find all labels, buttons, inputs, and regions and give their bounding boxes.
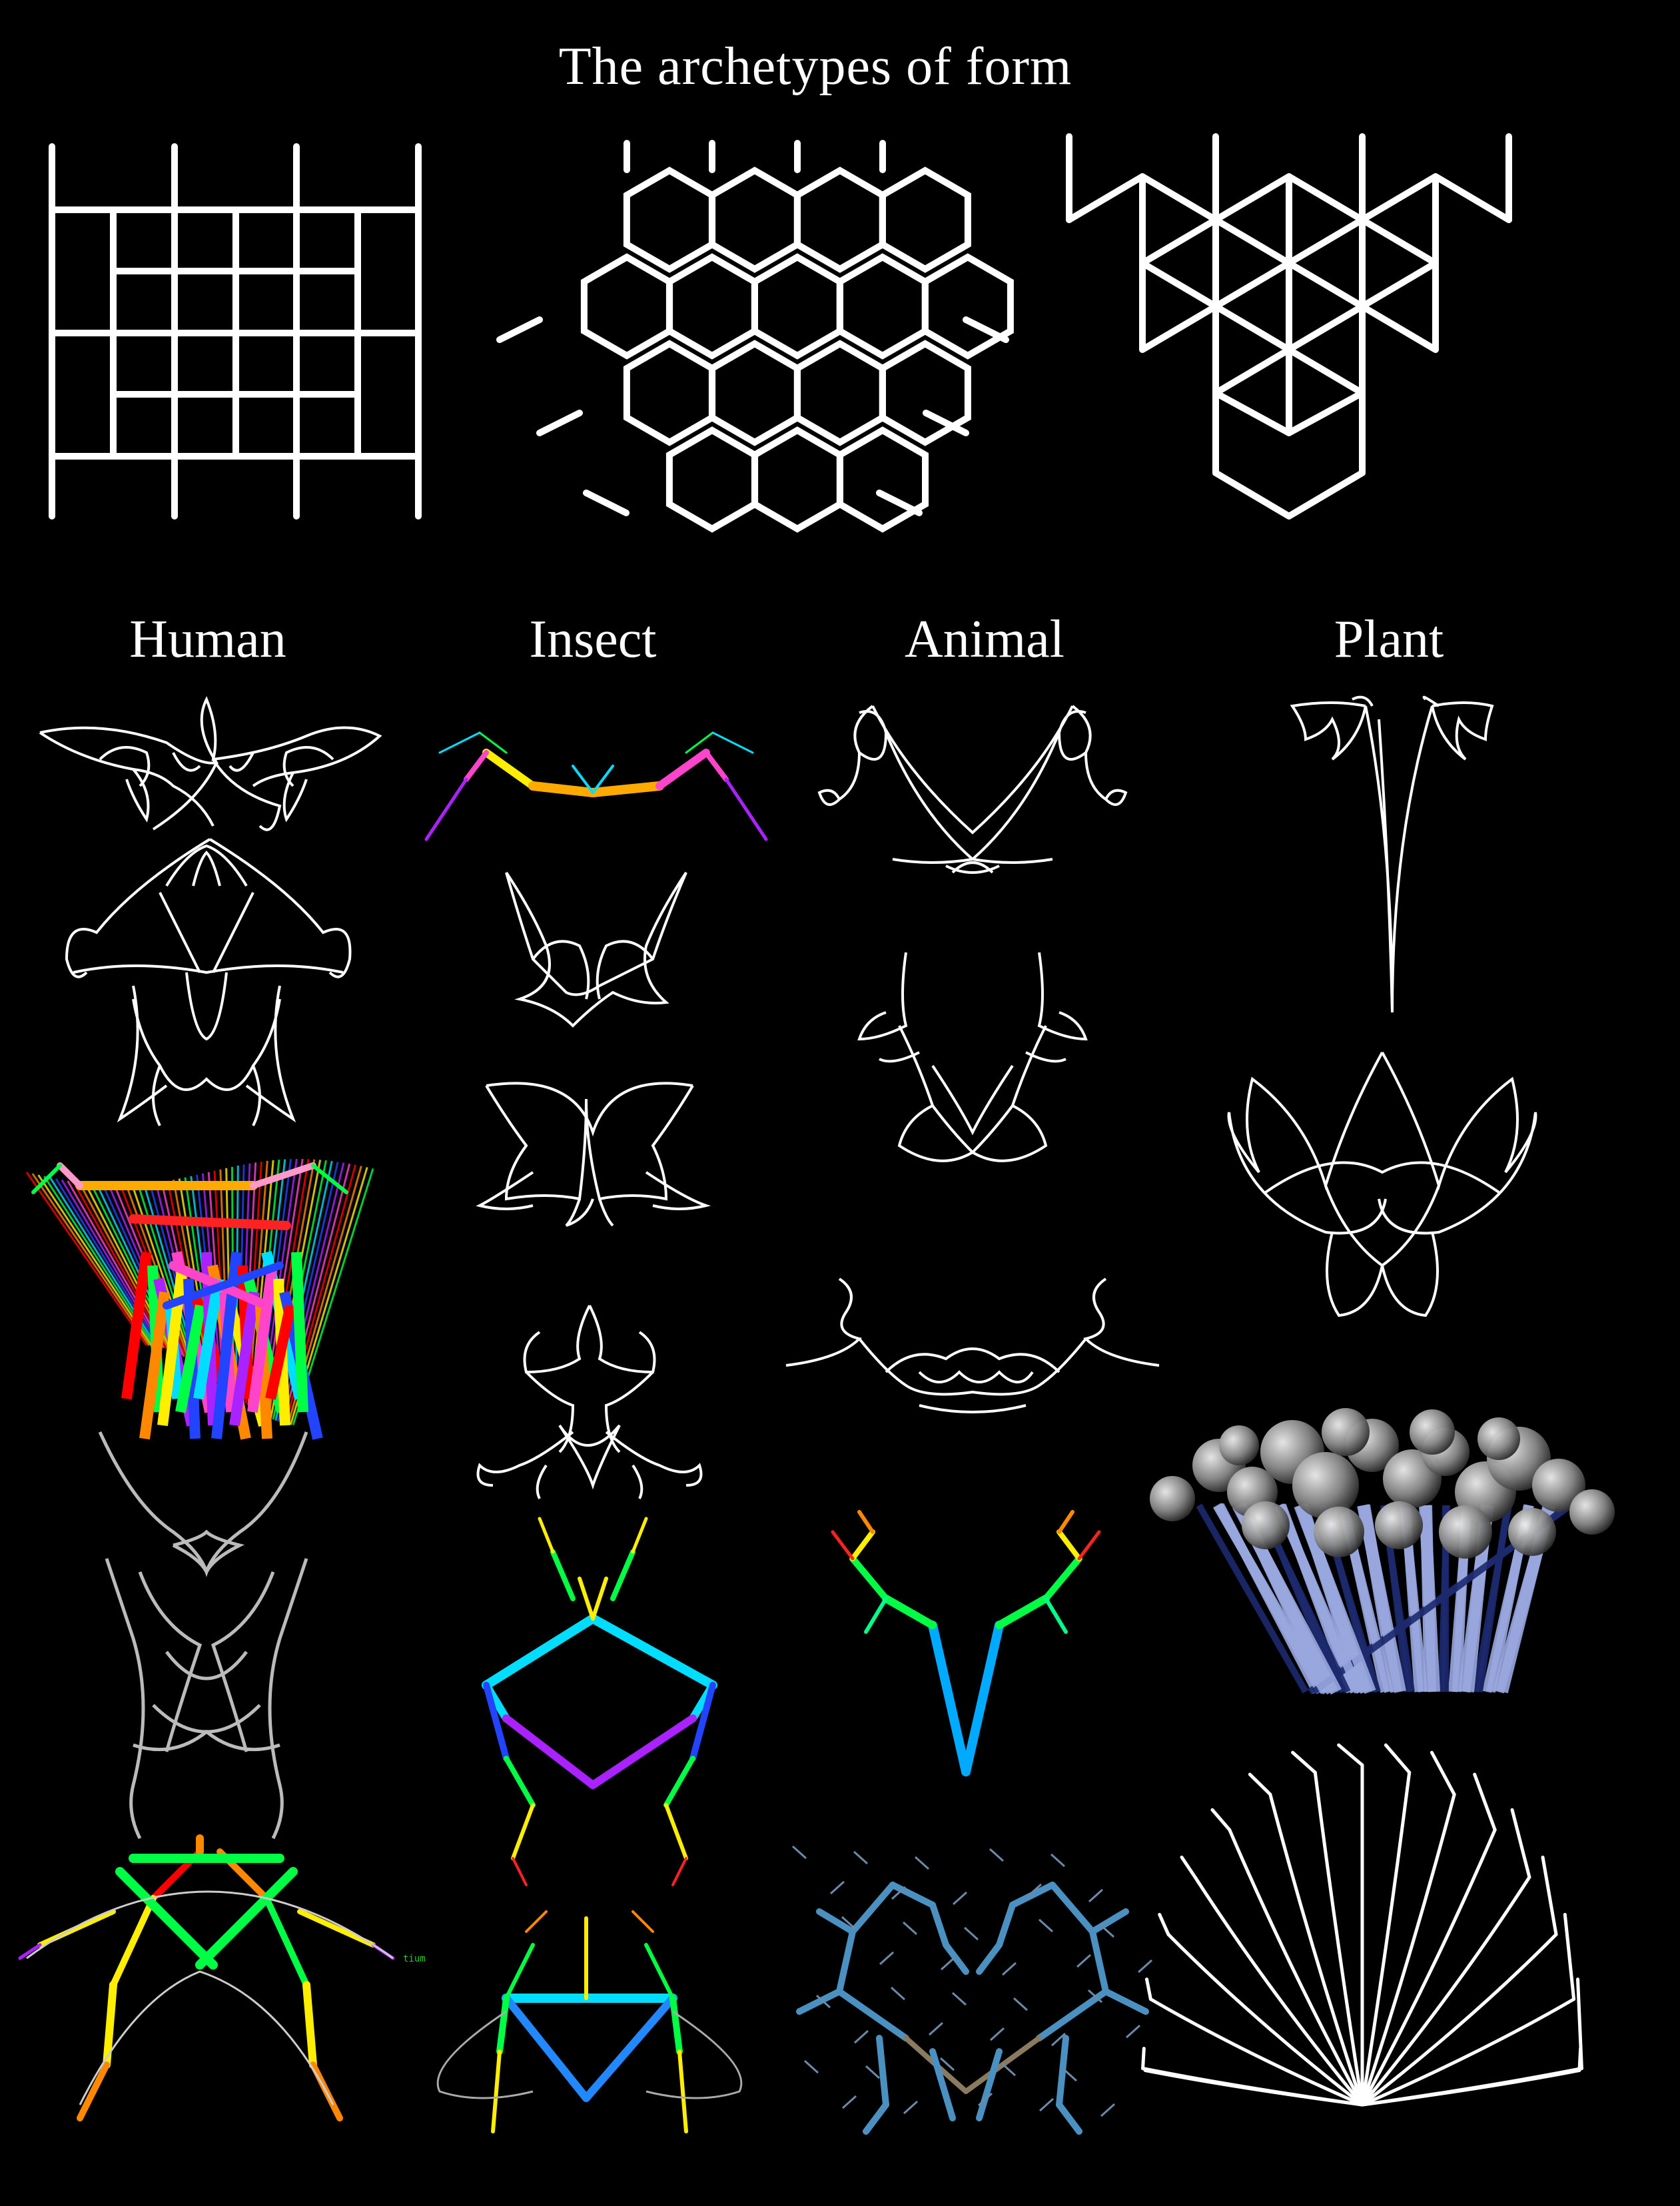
page-title: The archetypes of form — [558, 37, 1072, 96]
column-label-human: Human — [129, 610, 286, 669]
human-form-rainbow-1 — [25, 1158, 374, 1440]
hexagon-lattice-archetype-icon — [496, 140, 1014, 533]
insect-form-1 — [505, 871, 687, 1028]
human-form-rainbow-2 — [18, 1834, 395, 2121]
insect-form-rainbow-3 — [436, 1910, 743, 2133]
insect-form-2 — [476, 1082, 711, 1227]
animal-form-rainbow — [831, 1510, 1101, 1776]
column-label-animal: Animal — [905, 610, 1064, 669]
insect-form-rainbow-2 — [482, 1517, 717, 1886]
column-label-insect: Insect — [529, 610, 657, 669]
human-form-3 — [98, 1431, 308, 1840]
plant-form-2 — [1227, 1052, 1537, 1317]
animal-form-3 — [785, 1278, 1160, 1413]
human-form-2 — [65, 838, 352, 1126]
column-label-plant: Plant — [1334, 610, 1444, 669]
grid-archetype-icon — [49, 143, 422, 520]
animal-form-2 — [857, 952, 1088, 1162]
annotation-label: tium — [403, 1954, 426, 1964]
animal-form-steel-blue — [791, 1845, 1153, 2135]
insect-form-3 — [476, 1305, 703, 1499]
insect-form-rainbow-1 — [424, 731, 768, 841]
triangle-lattice-archetype-icon — [1066, 133, 1512, 520]
human-form-1 — [39, 696, 382, 831]
plant-form-branching-tree — [1141, 1743, 1583, 2107]
animal-form-1 — [817, 705, 1128, 874]
plant-form-1 — [1290, 695, 1494, 1013]
plant-form-spheres — [1150, 1408, 1615, 1695]
